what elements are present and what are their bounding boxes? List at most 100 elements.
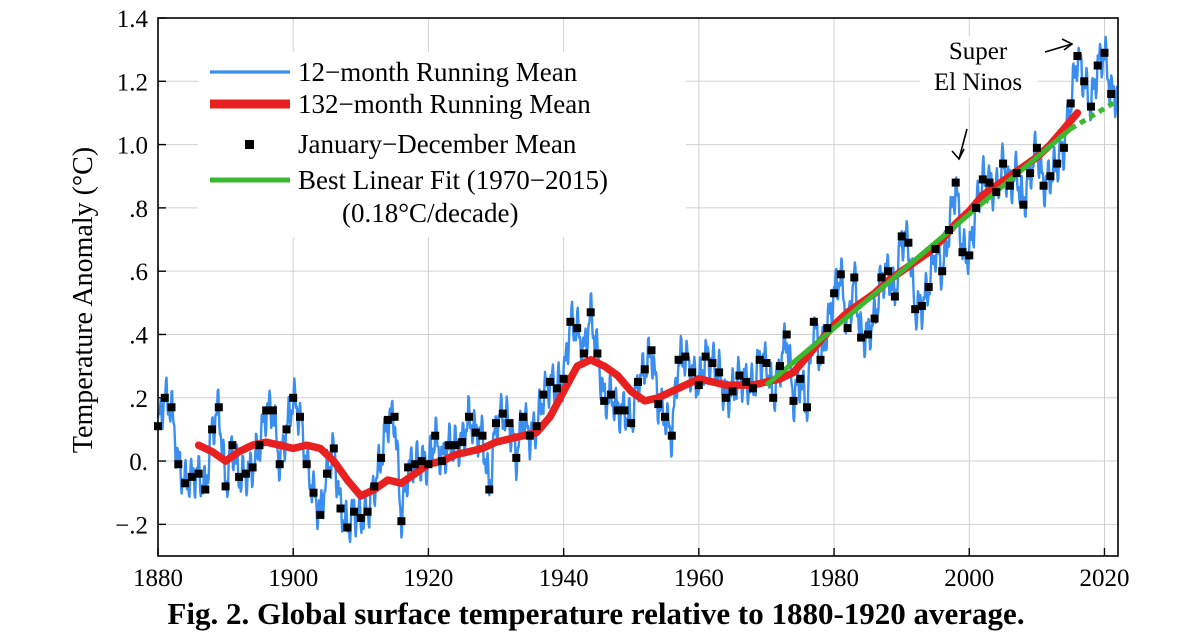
annual-mean-point (836, 270, 845, 279)
annual-mean-point (444, 441, 453, 450)
annual-mean-point (755, 355, 764, 364)
annual-mean-point (607, 390, 615, 399)
annual-mean-point (241, 469, 250, 478)
annual-mean-point (1012, 169, 1021, 178)
annual-mean-point (512, 453, 521, 462)
annual-mean-point (627, 419, 636, 428)
annual-mean-point (1005, 181, 1014, 190)
annual-mean-point (437, 457, 446, 466)
annual-mean-point (424, 460, 433, 469)
annual-mean-point (492, 419, 500, 428)
annual-mean-point (559, 374, 568, 383)
series-layer (154, 35, 1120, 544)
annual-mean-point (471, 428, 480, 437)
annual-mean-point (647, 346, 656, 355)
x-tick-label: 1940 (539, 565, 589, 592)
annual-mean-point (762, 359, 771, 367)
annual-mean-point (235, 472, 244, 481)
annual-mean-point (282, 425, 291, 434)
annual-mean-point (721, 393, 730, 402)
annual-mean-point (863, 330, 872, 339)
annual-mean-point (985, 178, 994, 187)
annual-mean-point (302, 460, 311, 469)
annual-mean-point (289, 393, 298, 402)
series-best-linear-fit (764, 126, 1073, 388)
annual-mean-point (525, 431, 534, 440)
annual-mean-point (201, 485, 210, 494)
annual-mean-point (519, 412, 528, 421)
annual-mean-point (681, 352, 690, 361)
annual-mean-point (600, 396, 609, 405)
annual-mean-point (911, 305, 920, 314)
annual-mean-point (674, 355, 683, 364)
arrow-2016 (1044, 38, 1074, 53)
annual-mean-point (917, 302, 926, 310)
annual-mean-point (816, 355, 825, 364)
annual-mean-point (410, 460, 419, 469)
annual-mean-point (999, 159, 1008, 168)
annotation-el-ninos: El Ninos (934, 69, 1022, 96)
y-tick-label: .8 (129, 196, 148, 223)
legend-label-132-month: 132−month Running Mean (298, 89, 591, 119)
y-tick-label: .4 (129, 322, 148, 349)
annual-mean-point (356, 514, 365, 522)
annual-mean-point (890, 292, 899, 301)
x-tick-label: 1920 (403, 565, 453, 592)
annual-mean-point (667, 431, 676, 440)
annual-mean-point (782, 330, 791, 339)
annual-mean-point (796, 374, 805, 383)
annual-mean-point (1032, 143, 1041, 152)
annual-mean-point (850, 273, 859, 282)
annual-mean-point (329, 444, 338, 453)
annual-mean-point (1073, 52, 1082, 60)
annual-mean-point (336, 504, 345, 513)
annual-mean-point (532, 422, 541, 431)
annual-mean-point (586, 308, 595, 317)
annual-mean-point (296, 412, 304, 421)
annual-mean-point (897, 232, 906, 241)
annual-mean-point (1100, 48, 1109, 57)
annual-mean-point (1087, 102, 1095, 111)
series-linear-fit-extension (1069, 98, 1120, 131)
annual-mean-point (363, 507, 372, 516)
legend-label-12-month: 12−month Running Mean (298, 57, 578, 87)
annual-mean-point (776, 362, 784, 371)
annual-mean-point (924, 283, 933, 291)
annual-mean-point (1053, 159, 1062, 168)
annual-mean-point (640, 365, 649, 374)
annual-mean-point (579, 349, 588, 358)
x-tick-label: 2020 (1079, 565, 1129, 592)
annual-mean-point (478, 431, 487, 440)
legend-label-annual-mean: January−December Mean (298, 129, 577, 159)
annual-mean-point (208, 425, 217, 434)
annual-mean-point (485, 485, 494, 494)
annual-mean-point (992, 188, 1001, 197)
series-132-month-running-mean (194, 109, 1082, 500)
annual-mean-point (275, 460, 284, 469)
annual-mean-point (343, 523, 352, 532)
annual-mean-point (1026, 169, 1035, 178)
annual-mean-point (1093, 61, 1102, 70)
annual-mean-point (255, 441, 264, 450)
annual-mean-point (945, 226, 953, 234)
annual-mean-point (451, 441, 460, 450)
annual-mean-point (431, 431, 440, 440)
annual-mean-point (350, 507, 359, 516)
annual-mean-point (248, 463, 257, 472)
legend-swatch-annual-mean (245, 140, 254, 149)
legend: 12−month Running Mean 132−month Running … (198, 52, 686, 237)
annual-mean-point (465, 412, 473, 421)
legend-background (198, 52, 686, 237)
x-tick-label: 1960 (674, 565, 724, 592)
annual-mean-point (877, 273, 886, 282)
annual-mean-point (904, 238, 913, 247)
annual-mean-point (965, 251, 974, 260)
annual-mean-point (694, 381, 703, 390)
x-tick-label: 1900 (268, 565, 318, 592)
annual-mean-point (789, 396, 798, 405)
annual-mean-point (546, 377, 555, 386)
axis-ticks: 1880 1900 1920 1940 1960 1980 2000 2020 −.2 0. .2.… (115, 6, 1129, 592)
annual-mean-point (661, 412, 669, 421)
y-tick-label: .2 (129, 386, 148, 413)
annual-mean-point (390, 412, 399, 421)
